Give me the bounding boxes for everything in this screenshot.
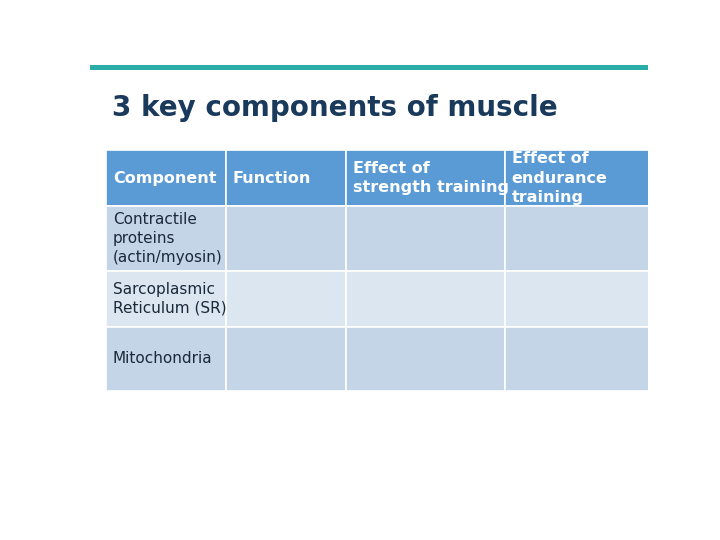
Bar [106,150,225,206]
Bar [505,271,664,327]
Bar [225,327,346,391]
Bar [505,206,664,271]
Bar [346,271,505,327]
Bar [346,327,505,391]
Bar [90,65,648,70]
Text: Function: Function [233,171,311,186]
Text: Contractile
proteins
(actin/myosin): Contractile proteins (actin/myosin) [113,212,222,265]
Bar [106,327,225,391]
Text: Sarcoplasmic
Reticulum (SR): Sarcoplasmic Reticulum (SR) [113,281,227,316]
Text: Effect of
strength training: Effect of strength training [353,161,509,195]
Bar [505,327,664,391]
Bar [225,271,346,327]
Bar [225,150,346,206]
Bar [106,271,225,327]
Text: Effect of
endurance
training: Effect of endurance training [512,151,608,205]
Bar [225,206,346,271]
Bar [346,206,505,271]
Text: Component: Component [113,171,217,186]
Bar [346,150,505,206]
Bar [505,150,664,206]
Text: 3 key components of muscle: 3 key components of muscle [112,94,558,123]
Text: Mitochondria: Mitochondria [113,352,212,367]
Bar [106,206,225,271]
